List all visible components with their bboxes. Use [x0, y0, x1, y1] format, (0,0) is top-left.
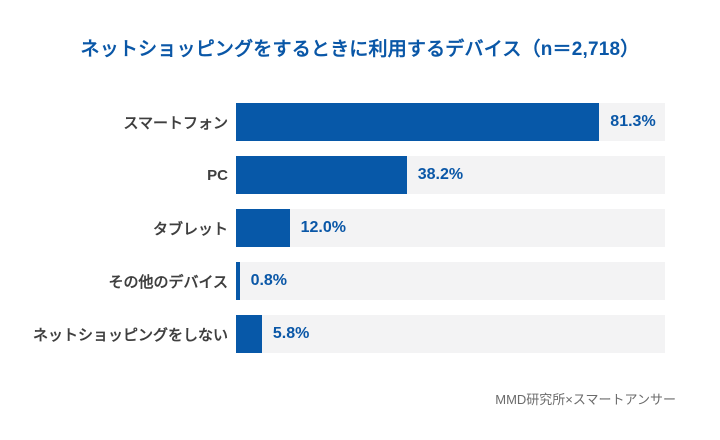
value-label: 81.3%: [610, 113, 656, 130]
bar-tablet: [236, 209, 290, 247]
source-attribution: MMD研究所×スマートアンサー: [495, 392, 676, 407]
category-label: ネットショッピングをしない: [32, 326, 228, 344]
bar-track: 12.0%: [236, 209, 665, 247]
bar-row-no-online-shopping: ネットショッピングをしない 5.8%: [18, 315, 720, 353]
bar-no-online-shopping: [236, 315, 262, 353]
value-label: 12.0%: [300, 219, 346, 236]
bar-other-device: [236, 262, 240, 300]
bar-smartphone: [236, 103, 600, 141]
value-label: 0.8%: [250, 272, 288, 289]
bar-chart: スマートフォン 81.3% PC 38.2% タブレット 12.0% その他のデ…: [0, 103, 720, 353]
bar-track: 5.8%: [236, 315, 665, 353]
bar-row-smartphone: スマートフォン 81.3%: [18, 103, 720, 141]
category-label: PC: [207, 166, 228, 184]
chart-title: ネットショッピングをするときに利用するデバイス（n＝2,718）: [80, 39, 640, 60]
bar-row-tablet: タブレット 12.0%: [18, 209, 720, 247]
category-label: その他のデバイス: [108, 273, 228, 291]
value-label: 38.2%: [417, 166, 464, 183]
bar-row-other-device: その他のデバイス 0.8%: [18, 262, 720, 300]
category-label: スマートフォン: [123, 114, 228, 132]
bar-pc: [236, 156, 407, 194]
category-label: タブレット: [152, 220, 228, 238]
bar-track: 81.3%: [236, 103, 665, 141]
bar-track: 0.8%: [236, 262, 665, 300]
bar-row-pc: PC 38.2%: [18, 156, 720, 194]
value-label: 5.8%: [272, 325, 310, 342]
bar-track: 38.2%: [236, 156, 665, 194]
